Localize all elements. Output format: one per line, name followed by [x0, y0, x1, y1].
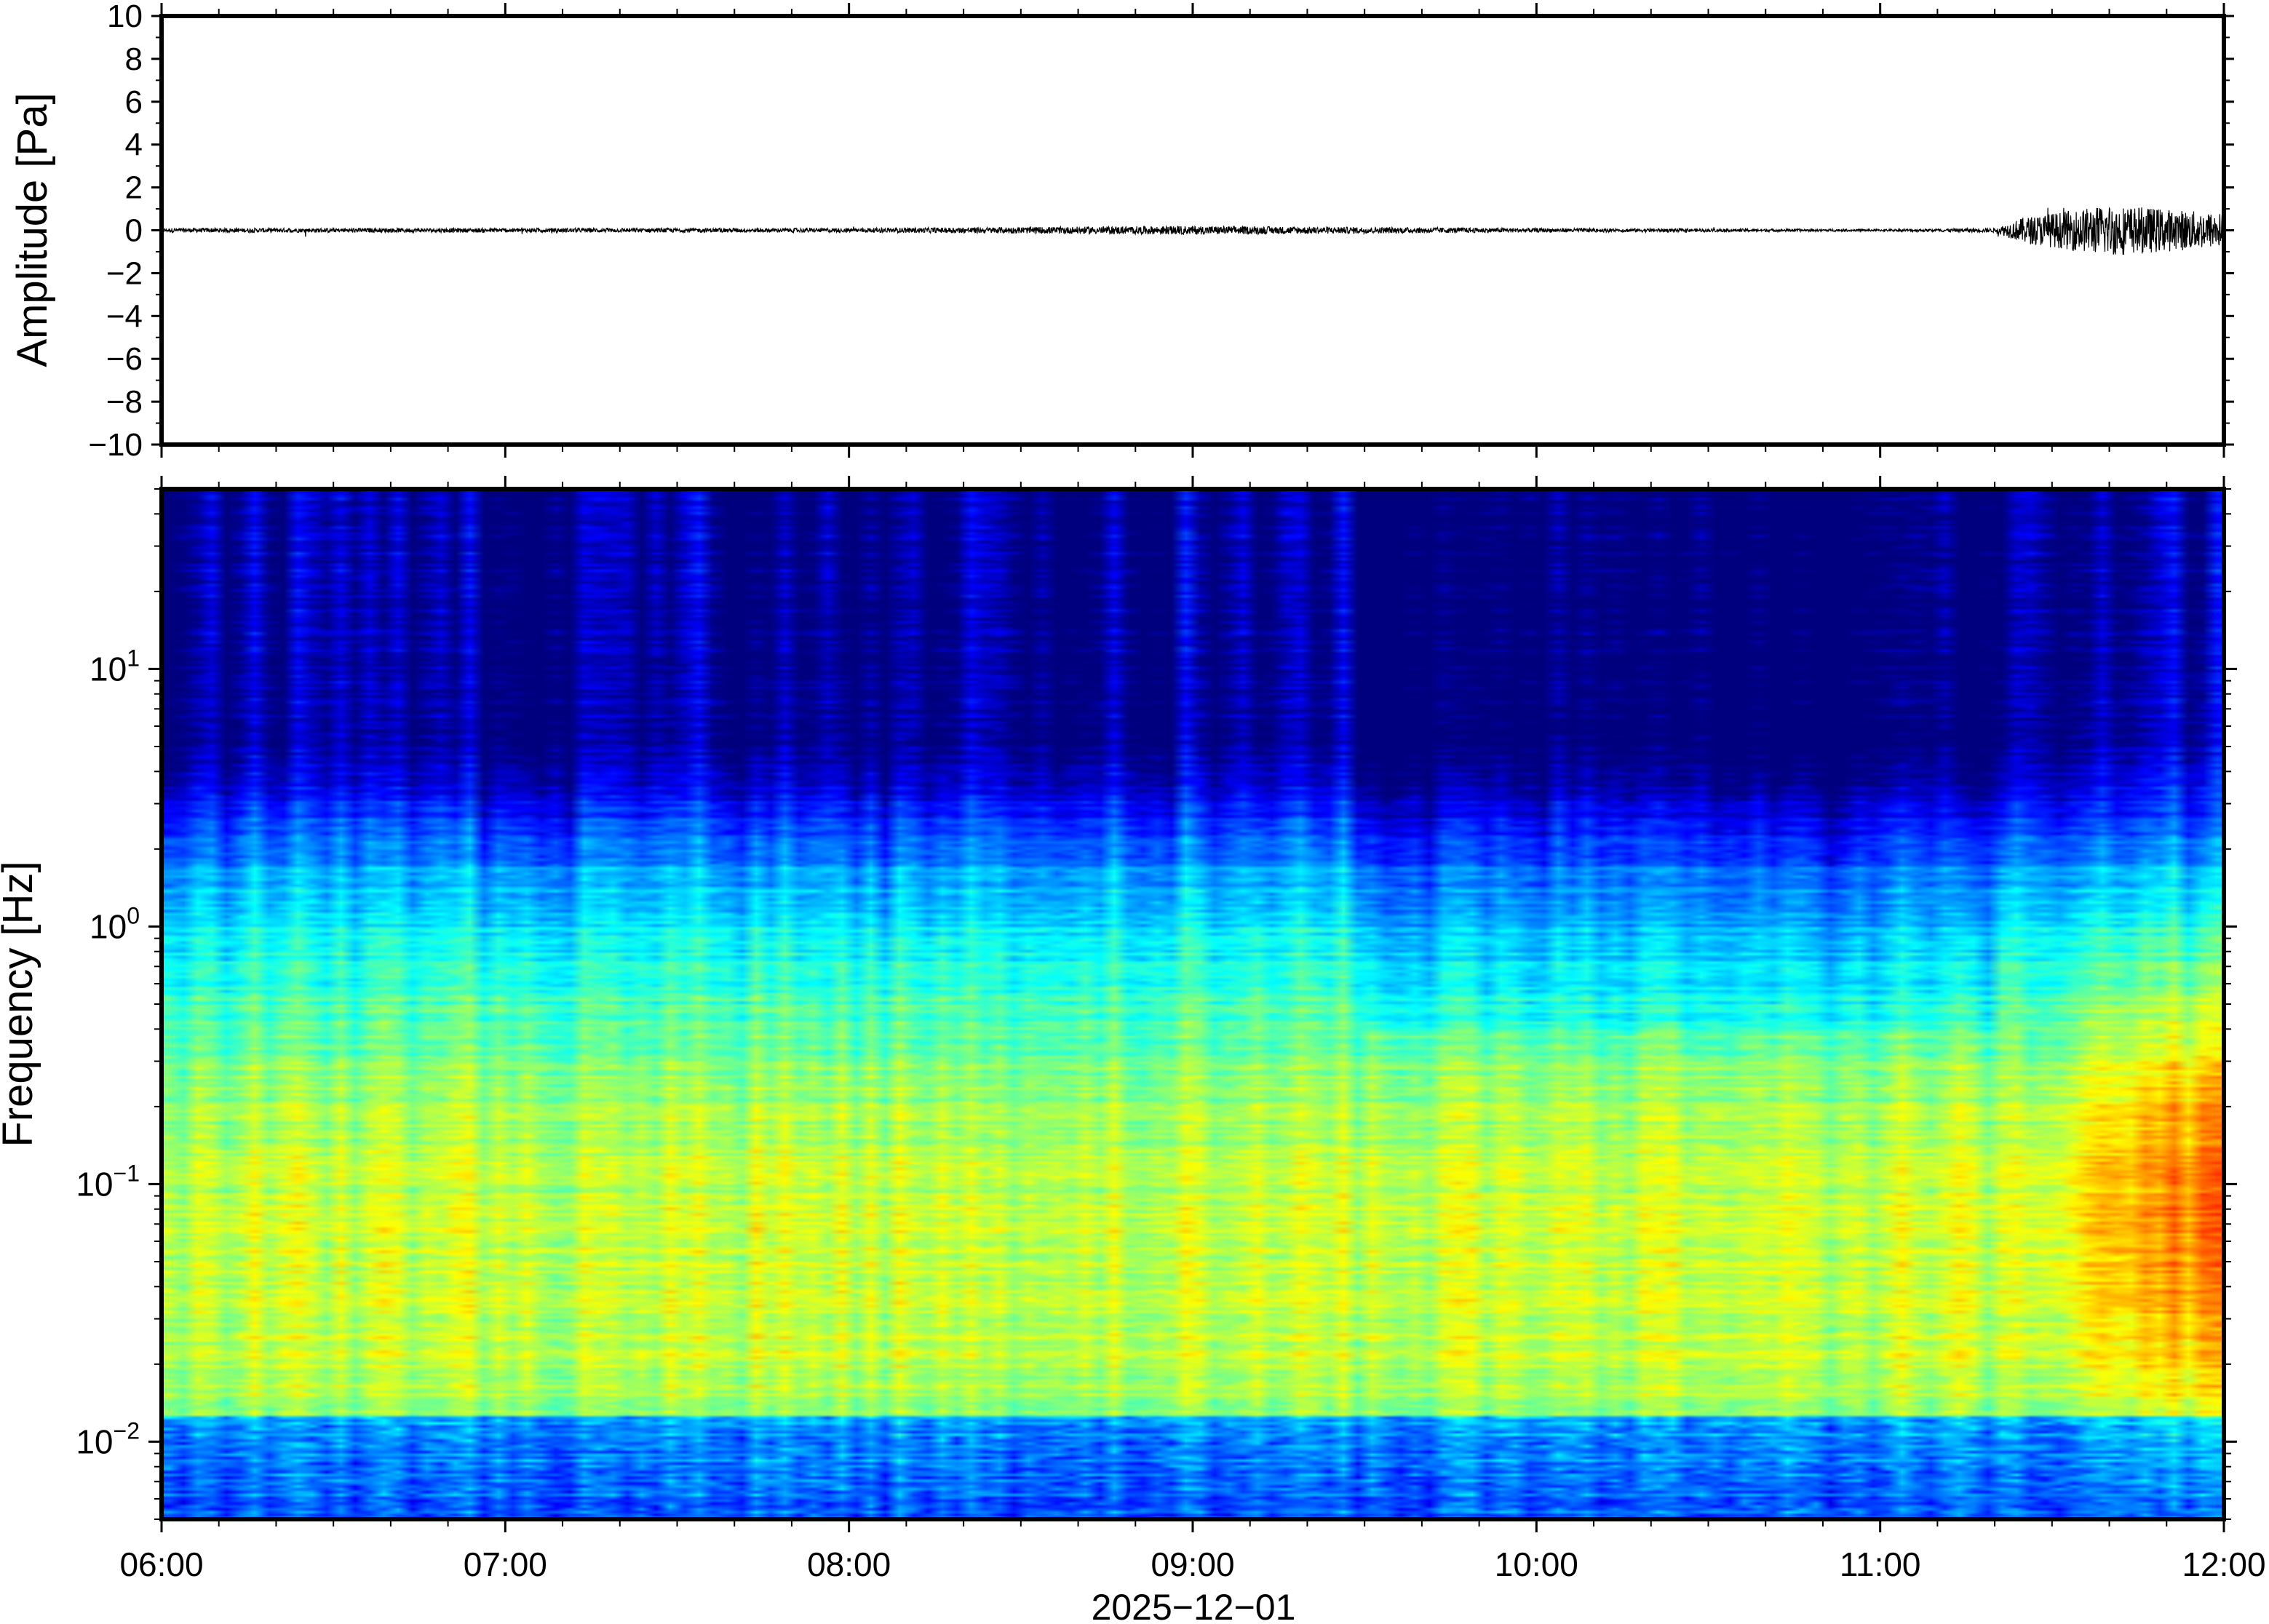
time-x-tick-label: 09:00 — [1151, 1545, 1234, 1583]
spectrogram-heatmap — [162, 489, 2224, 1519]
time-x-tick-label: 10:00 — [1495, 1545, 1578, 1583]
freq-y-tick-label: 10−2 — [76, 1417, 140, 1460]
frequency-y-axis-label: Frequency [Hz] — [0, 861, 41, 1147]
time-x-tick-label: 07:00 — [464, 1545, 547, 1583]
spectrogram-frame — [159, 487, 2226, 1521]
spectrogram-y-tick-labels: 10−2 10−1 100 101 — [76, 645, 140, 1460]
amp-y-tick-label: 0 — [125, 213, 143, 249]
amplitude-line — [161, 206, 2225, 255]
amp-y-tick-label: −2 — [106, 255, 143, 291]
date-x-axis-label: 2025−12−01 — [1092, 1587, 1296, 1624]
amp-y-tick-label: 6 — [125, 84, 143, 120]
time-x-tick-label: 06:00 — [119, 1545, 203, 1583]
amp-y-tick-label: 10 — [107, 0, 143, 34]
amp-y-tick-label: −6 — [106, 341, 143, 377]
amp-y-tick-label: 4 — [125, 127, 143, 163]
amplitude-frame — [159, 14, 2226, 447]
time-x-tick-label: 12:00 — [2182, 1545, 2265, 1583]
amplitude-y-axis-label: Amplitude [Pa] — [9, 92, 56, 367]
amp-y-tick-label: −8 — [106, 384, 143, 420]
freq-y-tick-label: 100 — [90, 902, 140, 945]
amplitude-trace — [161, 206, 2225, 255]
amplitude-y-tick-labels: −10 −8 −6 −4 −2 0 2 4 6 8 10 — [88, 0, 143, 463]
amplitude-panel: −10 −8 −6 −4 −2 0 2 4 6 8 10 Amplitude [Pa] — [9, 0, 2234, 463]
time-x-tick-labels: 06:00 07:00 08:00 09:00 10:00 11:00 12:00 — [119, 1545, 2265, 1583]
time-x-tick-label: 11:00 — [1840, 1545, 1921, 1583]
amp-y-tick-label: 8 — [125, 41, 143, 77]
spectrogram-panel: 10−2 10−1 100 101 06:00 07:00 08:00 09:00 10:00… — [0, 476, 2266, 1624]
amp-y-tick-label: −10 — [88, 427, 143, 463]
amp-y-tick-label: 2 — [125, 170, 143, 206]
time-x-tick-label: 08:00 — [807, 1545, 891, 1583]
freq-y-tick-label: 10−1 — [76, 1160, 140, 1203]
amp-y-tick-label: −4 — [106, 298, 143, 334]
freq-y-tick-label: 101 — [90, 645, 140, 688]
